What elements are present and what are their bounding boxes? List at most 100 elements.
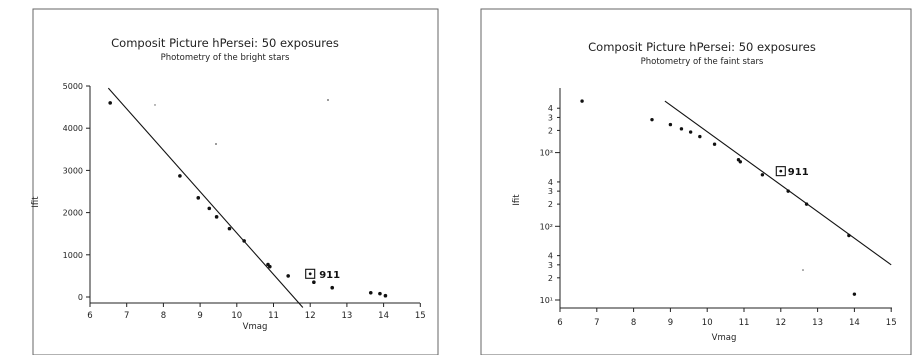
chart-right-xtick-label: 13 [812, 318, 823, 328]
chart-right-ytick-label: 10¹ [540, 296, 553, 305]
chart-right-ytick-label: 2 [548, 126, 553, 135]
chart-left-ytick-label: 1000 [63, 251, 83, 260]
chart-right-points [580, 99, 857, 296]
chart-right-ytick-label: 3 [548, 261, 553, 270]
chart-left-data-point [383, 293, 388, 298]
chart-left-subtitle: Photometry of the bright stars [161, 53, 290, 63]
chart-right-data-point [804, 202, 809, 206]
chart-right-data-point [688, 130, 693, 134]
chart-left-fit-line [107, 87, 304, 308]
chart-left-xtick-label: 13 [341, 311, 352, 321]
chart-left-title: Composit Picture hPersei: 50 exposures [111, 36, 339, 50]
chart-left-data-point [108, 101, 112, 105]
chart-right-ytick-label: 2 [548, 200, 553, 209]
chart-left-ytick-label: 3000 [63, 166, 83, 175]
chart-right-xtick-label: 6 [557, 318, 562, 328]
chart-right-fit-line [664, 100, 892, 266]
chart-left-data-point [214, 215, 219, 219]
chart-left-data-point [227, 226, 232, 231]
chart-right-xtick-label: 15 [886, 318, 897, 328]
chart-right-xtick-label: 12 [775, 318, 786, 328]
chart-right-data-point [698, 134, 702, 139]
chart-left-xlabel: Vmag [243, 322, 268, 332]
chart-left-xtick-label: 8 [161, 311, 166, 321]
chart-left-frame [32, 8, 439, 355]
chart-left-annotation-911: 911 [305, 268, 340, 281]
chart-left-xtick-label: 10 [231, 311, 242, 321]
chart-left-ytick-label: 2000 [63, 209, 83, 218]
chart-left-axes [89, 86, 420, 304]
chart-left-data-point [268, 264, 272, 269]
chart-right-xtick-label: 8 [631, 318, 636, 328]
chart-right-title: Composit Picture hPersei: 50 exposures [588, 40, 816, 54]
chart-right-xtick-label: 7 [594, 318, 599, 328]
chart-right-ytick-label: 4 [548, 252, 553, 261]
chart-right-ytick-label: 4 [548, 104, 553, 113]
chart-left-xtick-label: 11 [268, 311, 279, 321]
chart-right: Composit Picture hPersei: 50 exposures P… [480, 8, 912, 355]
chart-left-speck [327, 99, 329, 101]
chart-right-data-point [852, 292, 857, 296]
chart-left-xtick-label: 12 [305, 311, 316, 321]
chart-left-xtick-label: 9 [197, 311, 202, 321]
chart-left-x-ticks: 6 7 8 9 10 11 12 13 14 15 [87, 303, 426, 321]
chart-right-frame [480, 8, 912, 355]
chart-right-xtick-label: 9 [668, 318, 673, 328]
chart-right-annotation-911: 911 [775, 166, 809, 178]
chart-left-911-dot [308, 272, 312, 276]
chart-right-axes [559, 88, 892, 309]
chart-left-data-point [286, 274, 290, 278]
chart-right-data-point [712, 142, 717, 146]
chart-left-911-marker [305, 268, 316, 279]
chart-left-data-point [312, 280, 316, 285]
chart-right-911-dot [779, 169, 783, 173]
chart-right-data-point [668, 122, 673, 127]
chart-left-y-ticks: 0 1000 2000 3000 4000 5000 [63, 82, 90, 302]
chart-left-xtick-label: 14 [378, 311, 389, 321]
chart-right-ytick-label: 10² [540, 222, 553, 231]
chart-left-data-point [196, 196, 201, 200]
chart-left-ylabel: Ifit [31, 196, 41, 208]
chart-right-xtick-label: 11 [739, 318, 750, 328]
chart-left-data-point [378, 291, 382, 296]
chart-left-speck [154, 104, 156, 106]
chart-left-911-label: 911 [319, 270, 340, 281]
chart-left-ytick-label: 5000 [63, 82, 83, 91]
chart-left-points [108, 101, 388, 298]
chart-left-xtick-label: 7 [124, 311, 129, 321]
chart-left: Composit Picture hPersei: 50 exposures P… [31, 8, 439, 355]
chart-right-data-point [650, 117, 654, 122]
chart-right-subtitle: Photometry of the faint stars [641, 57, 764, 67]
chart-right-speck [802, 269, 804, 271]
chart-right-911-marker [775, 166, 786, 177]
chart-right-ytick-label: 3 [548, 113, 553, 122]
chart-left-ytick-label: 4000 [63, 124, 83, 133]
chart-right-data-point [847, 233, 851, 238]
chart-left-xtick-label: 15 [415, 311, 426, 321]
chart-right-data-point [580, 99, 584, 103]
chart-right-xlabel: Vmag [712, 333, 737, 343]
chart-right-xtick-label: 10 [702, 318, 713, 328]
chart-right-ylabel: Ifit [512, 194, 522, 206]
chart-right-data-point [786, 189, 790, 193]
chart-right-x-ticks: 6 7 8 9 10 11 12 13 14 15 [557, 308, 897, 328]
chart-right-ytick-label: 2 [548, 274, 553, 283]
chart-right-xtick-label: 14 [849, 318, 860, 328]
chart-right-ytick-label: 3 [548, 187, 553, 196]
chart-left-data-point [207, 206, 212, 211]
chart-left-data-point [242, 239, 246, 243]
chart-left-data-point [368, 290, 373, 295]
chart-right-ytick-label: 4 [548, 178, 553, 187]
chart-left-data-point [178, 174, 182, 178]
chart-left-ytick-label: 0 [78, 293, 83, 302]
chart-right-data-point [679, 127, 684, 131]
chart-right-data-point [760, 173, 765, 177]
chart-right-data-point [738, 160, 743, 164]
chart-left-speck [215, 143, 217, 145]
chart-right-911-label: 911 [788, 167, 809, 178]
chart-left-xtick-label: 6 [87, 311, 92, 321]
chart-right-ytick-label: 10³ [540, 149, 553, 158]
chart-left-data-point [330, 285, 335, 290]
